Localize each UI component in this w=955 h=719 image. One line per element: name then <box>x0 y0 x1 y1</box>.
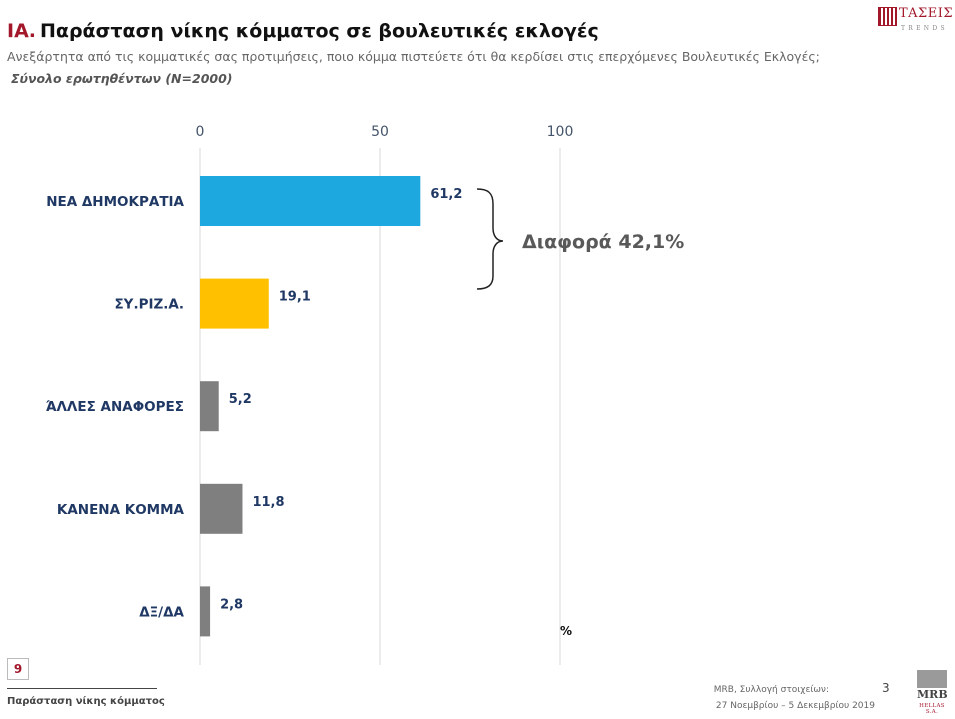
fieldwork-dates: 27 Νοεμβρίου – 5 Δεκεμβρίου 2019 <box>715 701 875 711</box>
category-label: ΚΑΝΕΝΑ ΚΟΜΜΑ <box>57 502 185 518</box>
difference-brace <box>476 188 504 290</box>
sample-base: Σύνολο ερωτηθέντων (N=2000) <box>11 71 233 86</box>
page-number: 9 <box>7 658 29 680</box>
bar <box>200 483 243 534</box>
logo-subtitle: TRENDS <box>901 25 948 32</box>
category-label: ΆΛΛΕΣ ΑΝΑΦΟΡΕΣ <box>46 399 184 415</box>
bar <box>200 176 421 226</box>
mrb-logo-name: MRB <box>917 688 948 701</box>
page-title-text: Παράσταση νίκης κόμματος σε βουλευτικές … <box>40 20 599 42</box>
mrb-logo-block-icon <box>917 670 947 688</box>
bar <box>200 278 269 329</box>
footer-divider <box>7 688 157 689</box>
category-label: ΣΥ.ΡΙΖ.Α. <box>114 297 184 313</box>
data-label: 61,2 <box>430 187 462 202</box>
x-tick-label: 50 <box>371 124 389 140</box>
x-tick-label: 0 <box>196 124 205 140</box>
section-code: ΙΑ. <box>7 20 36 42</box>
page-title: ΙΑ. Παράσταση νίκης κόμματος σε βουλευτικ… <box>7 20 599 42</box>
footer-section-title: Παράσταση νίκης κόμματος <box>7 696 165 707</box>
difference-annotation: Διαφορά 42,1% <box>522 231 684 253</box>
slide-number: 3 <box>882 681 890 695</box>
x-tick-label: 100 <box>547 124 574 140</box>
data-label: 11,8 <box>252 495 284 510</box>
mrb-logo-sub: HELLAS S.A. <box>919 703 945 715</box>
logo-name: ΤΑΣΕΙΣ <box>899 6 954 21</box>
tasis-trends-logo: ΤΑΣΕΙΣ TRENDS <box>876 3 954 37</box>
bar <box>200 381 219 432</box>
data-label: 5,2 <box>229 392 252 407</box>
data-label: 2,8 <box>220 597 243 612</box>
mrb-logo: MRB HELLAS S.A. <box>917 670 948 715</box>
data-label: 19,1 <box>279 290 311 305</box>
category-label: ΔΞ/ΔΑ <box>139 604 184 620</box>
footer-source: MRB, Συλλογή στοιχείων: <box>713 685 829 695</box>
category-label: ΝΕΑ ΔΗΜΟΚΡΑΤΙΑ <box>46 194 184 210</box>
unit-label: % <box>560 624 572 638</box>
survey-question: Ανεξάρτητα από τις κομματικές σας προτιμ… <box>7 49 820 64</box>
bar <box>200 586 211 637</box>
logo-mark-icon <box>878 7 897 26</box>
